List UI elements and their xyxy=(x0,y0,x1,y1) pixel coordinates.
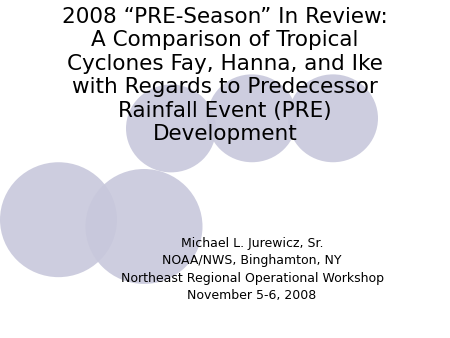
Ellipse shape xyxy=(0,162,117,277)
Ellipse shape xyxy=(207,74,297,162)
Ellipse shape xyxy=(86,169,202,284)
Ellipse shape xyxy=(126,84,216,172)
Ellipse shape xyxy=(288,74,378,162)
Text: 2008 “PRE-Season” In Review:
A Comparison of Tropical
Cyclones Fay, Hanna, and I: 2008 “PRE-Season” In Review: A Compariso… xyxy=(62,7,388,144)
Text: Michael L. Jurewicz, Sr.
NOAA/NWS, Binghamton, NY
Northeast Regional Operational: Michael L. Jurewicz, Sr. NOAA/NWS, Bingh… xyxy=(121,237,383,302)
